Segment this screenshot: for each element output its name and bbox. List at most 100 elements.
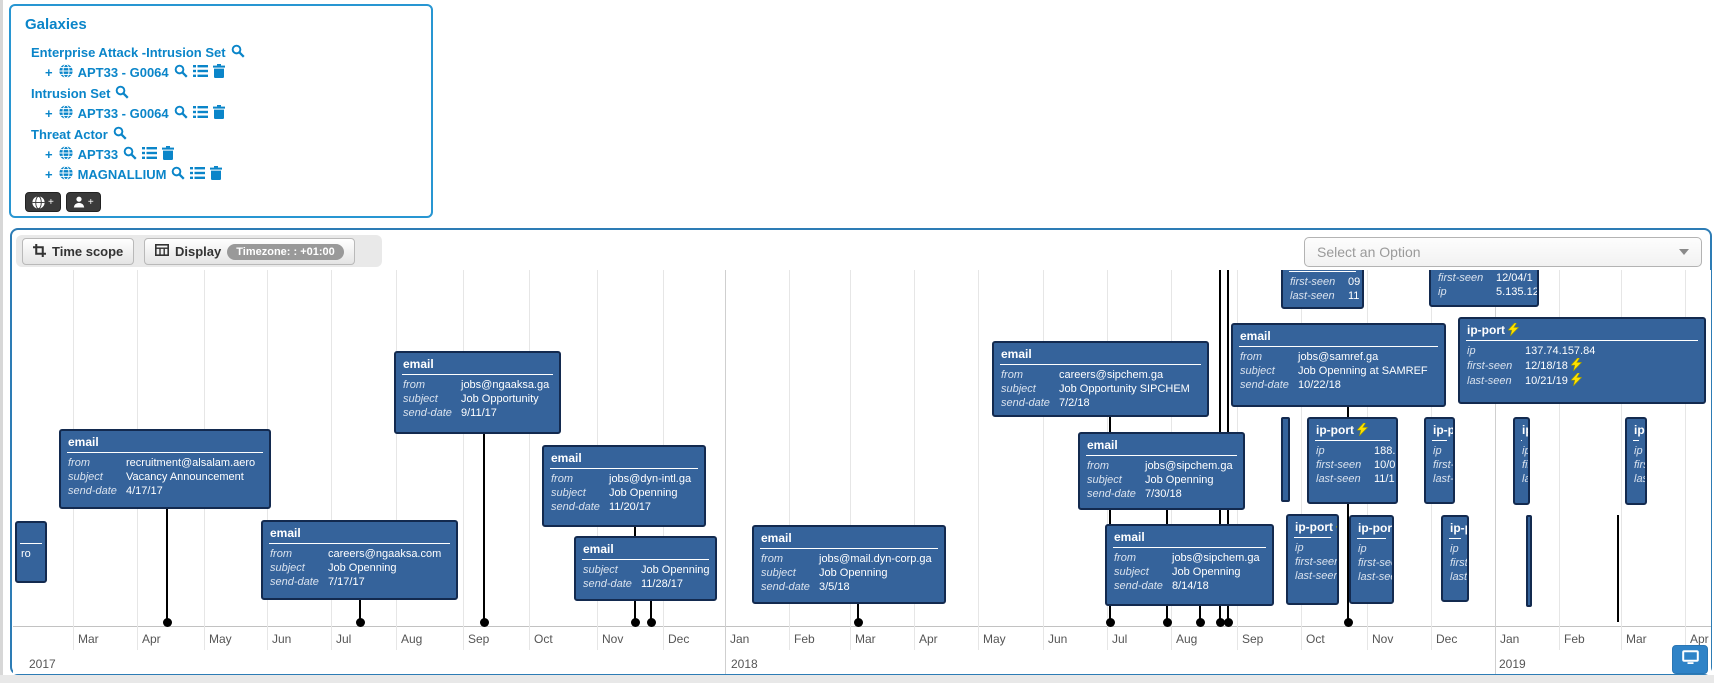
card-title: ip-port <box>1351 517 1392 537</box>
card-title: ip-port <box>1460 319 1704 339</box>
expand-plus[interactable]: + <box>45 64 53 80</box>
attribute-label: send-date <box>551 501 600 513</box>
timeline-card-ip-port[interactable]: ip-port ip first-seen last-seen <box>1424 417 1455 504</box>
time-scope-button[interactable]: Time scope <box>22 238 135 265</box>
add-galaxy-button[interactable]: + <box>25 192 61 212</box>
trash-icon[interactable] <box>210 165 223 183</box>
search-icon[interactable] <box>171 166 186 183</box>
month-label: Apr <box>919 632 938 646</box>
card-title: email <box>754 527 944 547</box>
add-threat-actor-button[interactable]: + <box>65 192 101 212</box>
attribute-label: subject <box>1087 474 1122 486</box>
expand-plus[interactable]: + <box>45 105 53 121</box>
galaxy-group-label[interactable]: Intrusion Set <box>31 85 111 101</box>
attribute-label: ip <box>1295 542 1304 554</box>
card-title: ip-port <box>1515 419 1528 439</box>
galaxy-group-row: Threat Actor <box>31 125 419 143</box>
time-axis-line <box>13 626 1711 627</box>
timeline-card-email[interactable]: email from jobs@mail.dyn-corp.ga subject Job… <box>752 525 946 604</box>
expand-plus[interactable]: + <box>45 166 53 182</box>
galaxy-item-label[interactable]: APT33 - G0064 <box>77 105 169 121</box>
search-icon[interactable] <box>174 64 188 81</box>
galaxy-item-label[interactable]: MAGNALLIUM <box>77 166 167 182</box>
card-title: email <box>263 522 456 542</box>
timeline-card-email[interactable]: email from careers@sipchem.ga subject Job Op… <box>992 341 1209 417</box>
card-attribute-row: from recruitment@alsalam.aero <box>61 456 269 470</box>
attribute-value: 09 <box>1348 276 1361 288</box>
card-title-text: email <box>68 435 99 449</box>
option-select[interactable]: Select an Option <box>1304 237 1702 267</box>
timeline-card-email[interactable]: email from jobs@samref.ga subject Job Openni… <box>1231 323 1446 407</box>
timeline-range-bar[interactable] <box>1526 515 1532 607</box>
timeline-card-ip-port[interactable]: ip-port ip 188. first-seen 10/0 last-seen 11/1 <box>1307 417 1398 504</box>
attribute-label: first-seen <box>1290 276 1336 288</box>
timeline-card-ip-port[interactable]: ip-port ip first-seen last-seen <box>1625 417 1647 505</box>
card-separator <box>1294 537 1331 538</box>
card-attribute-row: ip <box>1515 444 1528 458</box>
attribute-value: 7/17/17 <box>328 576 365 588</box>
month-label: Mar <box>855 632 876 646</box>
search-icon[interactable] <box>231 44 245 61</box>
event-dot <box>646 618 656 627</box>
trash-icon[interactable] <box>212 104 225 122</box>
display-button[interactable]: Display Timezone: : +01:00 <box>144 238 355 265</box>
timeline-card-email[interactable]: email from jobs@sipchem.ga subject Job Openn… <box>1078 432 1245 510</box>
card-title: ip-port <box>1426 419 1453 439</box>
trash-icon[interactable] <box>162 145 175 163</box>
card-attribute-row: send-date 7/2/18 <box>994 396 1207 410</box>
list-icon[interactable] <box>142 146 158 162</box>
attribute-label: first-seen <box>1433 459 1455 471</box>
search-icon[interactable] <box>115 85 130 102</box>
card-attribute-row: from jobs@samref.ga <box>1233 350 1444 364</box>
galaxy-group-label[interactable]: Enterprise Attack -Intrusion Set <box>31 44 226 60</box>
attribute-value: Job Openning <box>609 487 678 499</box>
card-attribute-row: subject Job Openning <box>576 563 715 577</box>
list-icon[interactable] <box>192 64 208 80</box>
globe-icon[interactable] <box>58 104 73 122</box>
search-icon[interactable] <box>174 105 188 122</box>
globe-icon[interactable] <box>58 165 73 183</box>
timeline-card-ip-port[interactable]: ip-port ip first-seen last-seen <box>1349 515 1394 604</box>
timeline-card-ip-port[interactable]: ip-port ip first-seen last-seen <box>1441 515 1469 602</box>
month-label: Oct <box>1306 632 1325 646</box>
timeline-canvas[interactable]: Feb Mar Apr May Jun Jul Aug Sep Oct Nov Dec Jan Feb M… <box>13 270 1711 674</box>
attribute-label: send-date <box>583 578 632 590</box>
galaxy-group-label[interactable]: Threat Actor <box>31 126 108 142</box>
card-title-text: email <box>551 451 582 465</box>
event-connector-line <box>359 600 361 622</box>
attribute-value: Job Openning <box>641 564 710 576</box>
card-separator <box>1000 364 1201 365</box>
globe-icon[interactable] <box>58 63 73 81</box>
timeline-card-email[interactable]: email from recruitment@alsalam.aero subject… <box>59 429 271 509</box>
chevron-down-icon <box>1679 249 1689 255</box>
search-icon[interactable] <box>123 146 137 163</box>
attribute-label: first-seen <box>1522 459 1528 471</box>
expand-plus[interactable]: + <box>45 146 53 162</box>
timeline-card-email[interactable]: email from jobs@ngaaksa.ga subject Job Oppor… <box>394 351 561 434</box>
timeline-card-email[interactable]: email from jobs@dyn-intl.ga subject Job Open… <box>542 445 706 527</box>
attribute-label: send-date <box>403 407 452 419</box>
month-gridline <box>1621 270 1622 650</box>
attribute-label: send-date <box>68 485 117 497</box>
list-icon[interactable] <box>192 105 208 121</box>
timeline-card-fragment[interactable]: ro <box>15 521 47 583</box>
timeline-card-email[interactable]: email from jobs@sipchem.ga subject Job Openn… <box>1105 524 1274 606</box>
timeline-card-ip-port[interactable]: ip-port ip 137.74.157.84 first-seen 12/18/18… <box>1458 317 1706 404</box>
search-icon[interactable] <box>113 126 127 143</box>
month-gridline <box>1495 270 1496 674</box>
globe-icon[interactable] <box>58 145 73 163</box>
attribute-label: subject <box>270 562 305 574</box>
timeline-card-email[interactable]: email from careers@ngaaksa.com subject Job O… <box>261 520 458 600</box>
timeline-card-ip-port[interactable]: ip-port ip first-seen last-seen <box>1286 514 1339 605</box>
timeline-card-email[interactable]: email subject Job Openning send-date 11/28/1… <box>574 536 717 601</box>
galaxy-item-label[interactable]: APT33 <box>77 146 119 162</box>
timeline-card-ip-port[interactable]: ip-port ip first-seen last-seen <box>1513 417 1530 505</box>
card-attribute-row: ip 137.74.157.84 <box>1460 344 1704 358</box>
trash-icon[interactable] <box>212 63 225 81</box>
timeline-range-bar[interactable] <box>1281 417 1290 502</box>
galaxy-item-label[interactable]: APT33 - G0064 <box>77 64 169 80</box>
list-icon[interactable] <box>190 166 206 182</box>
fullscreen-button[interactable] <box>1672 645 1708 674</box>
